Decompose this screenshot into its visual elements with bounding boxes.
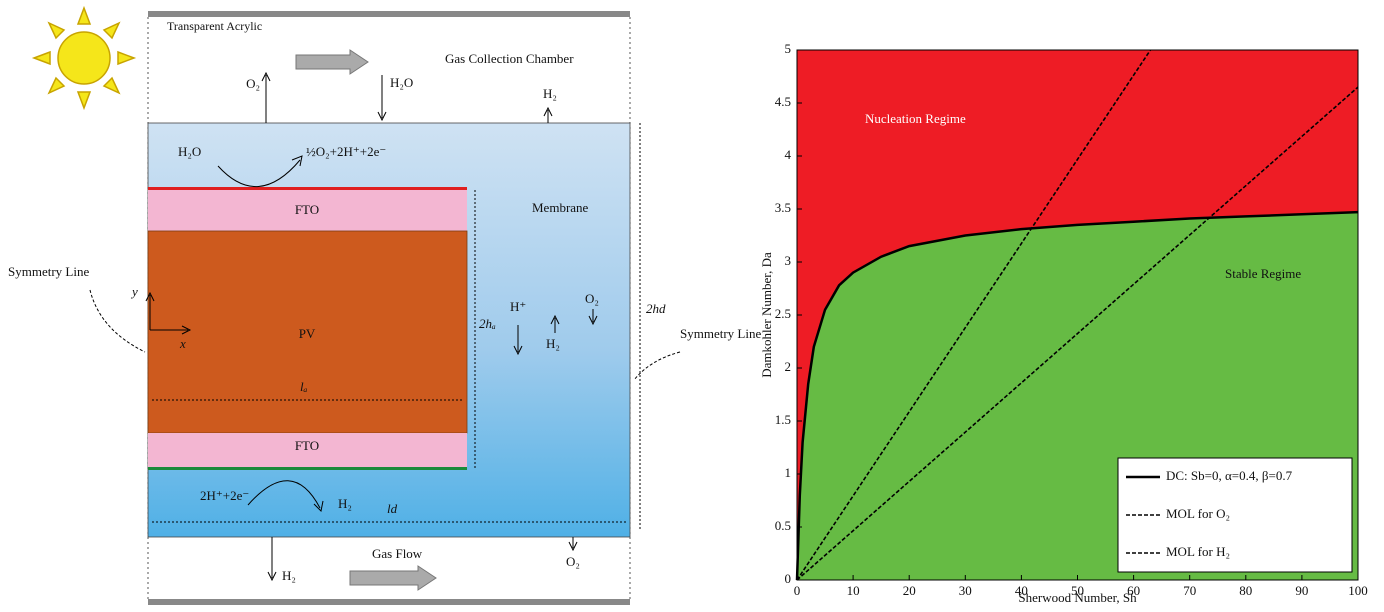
fto-layer (148, 190, 467, 231)
label: ld (387, 501, 398, 516)
x-tick-label: 30 (959, 583, 972, 598)
cathode-layer (148, 467, 467, 470)
label: x (179, 336, 186, 351)
label: Gas Flow (372, 546, 423, 561)
diagram: Transparent Acrylic Gas Collection Chamb… (8, 5, 761, 605)
label: 2hₐ (479, 316, 496, 331)
label: H₂O (390, 75, 413, 90)
label: Membrane (532, 200, 589, 215)
x-tick-label: 80 (1239, 583, 1252, 598)
x-tick-label: 0 (794, 583, 801, 598)
series-line (795, 210, 1359, 581)
y-tick-label: 5 (785, 41, 792, 56)
sun (31, 5, 137, 111)
y-tick-label: 1 (785, 465, 792, 480)
x-axis-label: Sherwood Number, Sh (1018, 590, 1137, 605)
label: Symmetry Line (680, 326, 761, 341)
label: y (130, 284, 138, 299)
y-tick-label: 0 (785, 571, 792, 586)
x-tick-label: 90 (1295, 583, 1308, 598)
y-tick-label: 0.5 (775, 518, 791, 533)
annotation: Stable Regime (1225, 266, 1301, 281)
flow-arrow (295, 49, 369, 75)
y-tick-label: 4 (785, 147, 792, 162)
label: lₐ (300, 379, 308, 394)
annotation: Nucleation Regime (865, 111, 966, 126)
y-axis-label: Damkohler Number, Da (759, 252, 774, 378)
label: H₂ (546, 336, 560, 351)
label: PV (299, 326, 316, 341)
label: Transparent Acrylic (167, 19, 262, 33)
label: 2hd (646, 301, 666, 316)
chart: 0 10 20 30 40 50 60 70 80 90 100 0 0.5 1 1.5 2 2.5 3 3.5 4 4… (759, 41, 1368, 605)
fto-layer (148, 433, 467, 467)
label: H₂ (543, 86, 557, 101)
x-tick-label: 40 (1015, 583, 1028, 598)
label: H⁺ (510, 299, 526, 314)
y-tick-label: 2.5 (775, 306, 791, 321)
label: Symmetry Line (8, 264, 89, 279)
label: FTO (295, 202, 319, 217)
label: Gas Collection Chamber (445, 51, 574, 66)
x-tick-label: 10 (847, 583, 860, 598)
label: 2H⁺+2e⁻ (200, 488, 249, 503)
arrows (89, 71, 681, 582)
label: O₂ (566, 554, 580, 569)
y-tick-label: 3 (785, 253, 792, 268)
acrylic-top (148, 11, 630, 17)
label: O₂ (246, 76, 260, 91)
x-tick-label: 100 (1348, 583, 1368, 598)
label: H₂O (178, 144, 201, 159)
legend-label: MOL for O₂ (1166, 506, 1230, 521)
legend-label: DC: Sb=0, α=0.4, β=0.7 (1166, 468, 1293, 483)
dimensions (152, 123, 641, 530)
series-line (796, 86, 1359, 581)
flow-arrow (349, 565, 437, 591)
label: ½O₂+2H⁺+2e⁻ (306, 144, 386, 159)
label: FTO (295, 438, 319, 453)
label: H₂ (338, 496, 352, 511)
label: O₂ (585, 291, 599, 306)
y-tick-label: 3.5 (775, 200, 791, 215)
series-line (796, 49, 1152, 581)
y-tick-label: 1.5 (775, 412, 791, 427)
x-tick-label: 70 (1183, 583, 1196, 598)
y-tick-label: 2 (785, 359, 792, 374)
legend-label: MOL for H₂ (1166, 544, 1230, 559)
x-tick-label: 50 (1071, 583, 1084, 598)
label: H₂ (282, 568, 296, 583)
y-tick-label: 4.5 (775, 94, 791, 109)
anode-layer (148, 187, 467, 190)
x-tick-label: 20 (903, 583, 916, 598)
pv-layer (147, 230, 468, 434)
x-tick-label: 60 (1127, 583, 1140, 598)
acrylic-bottom (148, 599, 630, 605)
